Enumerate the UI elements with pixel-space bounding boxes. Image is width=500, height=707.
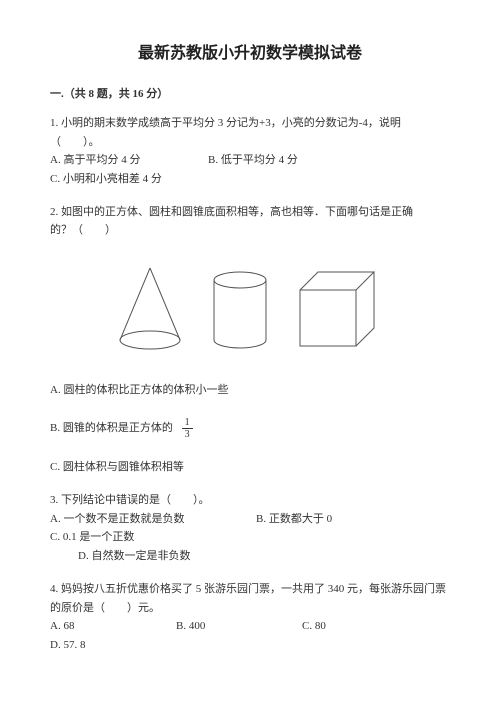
question-4: 4. 妈妈按八五折优惠价格买了 5 张游乐园门票，一共用了 340 元，每张游乐…: [50, 580, 450, 655]
q2-option-b-text: B. 圆锥的体积是正方体的: [50, 422, 173, 434]
q3-option-d: D. 自然数一定是非负数: [78, 547, 450, 566]
section-1-header: 一.（共 8 题，共 16 分）: [50, 85, 450, 104]
question-2: 2. 如图中的正方体、圆柱和圆锥底面积相等，高也相等．下面哪句话是正确 的？（ …: [50, 203, 450, 477]
cube-icon: [300, 272, 374, 346]
q4-option-c: C. 80: [302, 617, 398, 636]
q2-option-b: B. 圆锥的体积是正方体的 1 3: [50, 417, 450, 440]
q2-stem-line1: 2. 如图中的正方体、圆柱和圆锥底面积相等，高也相等．下面哪句话是正确: [50, 203, 450, 222]
exam-title: 最新苏教版小升初数学模拟试卷: [50, 40, 450, 67]
q1-option-c: C. 小明和小亮相差 4 分: [50, 170, 162, 189]
q3-option-c: C. 0.1 是一个正数: [50, 528, 134, 547]
q2-option-c: C. 圆柱体积与圆锥体积相等: [50, 458, 450, 477]
q2-stem-line2: 的？（ ）: [50, 221, 450, 240]
q1-option-a: A. 高于平均分 4 分: [50, 151, 178, 170]
fraction-numerator: 1: [182, 417, 193, 429]
question-1: 1. 小明的期末数学成绩高于平均分 3 分记为+3，小亮的分数记为-4，说明（ …: [50, 114, 450, 189]
q4-option-d: D. 57. 8: [50, 636, 85, 655]
q1-stem: 1. 小明的期末数学成绩高于平均分 3 分记为+3，小亮的分数记为-4，说明（ …: [50, 114, 450, 151]
q3-stem: 3. 下列结论中错误的是（ ）。: [50, 491, 450, 510]
q2-option-a: A. 圆柱的体积比正方体的体积小一些: [50, 381, 450, 400]
q4-option-b: B. 400: [176, 617, 272, 636]
fraction-denominator: 3: [182, 429, 193, 440]
fraction-one-third: 1 3: [182, 417, 193, 440]
question-3: 3. 下列结论中错误的是（ ）。 A. 一个数不是正数就是负数 B. 正数都大于…: [50, 491, 450, 566]
cone-icon: [120, 268, 180, 349]
q2-figures: [50, 250, 450, 367]
q1-option-b: B. 低于平均分 4 分: [208, 151, 336, 170]
q3-option-a: A. 一个数不是正数就是负数: [50, 510, 226, 529]
shapes-svg: [110, 250, 390, 360]
q4-stem: 4. 妈妈按八五折优惠价格买了 5 张游乐园门票，一共用了 340 元，每张游乐…: [50, 580, 450, 617]
q4-option-a: A. 68: [50, 617, 146, 636]
q3-option-b: B. 正数都大于 0: [256, 510, 332, 529]
cylinder-icon: [214, 272, 266, 348]
